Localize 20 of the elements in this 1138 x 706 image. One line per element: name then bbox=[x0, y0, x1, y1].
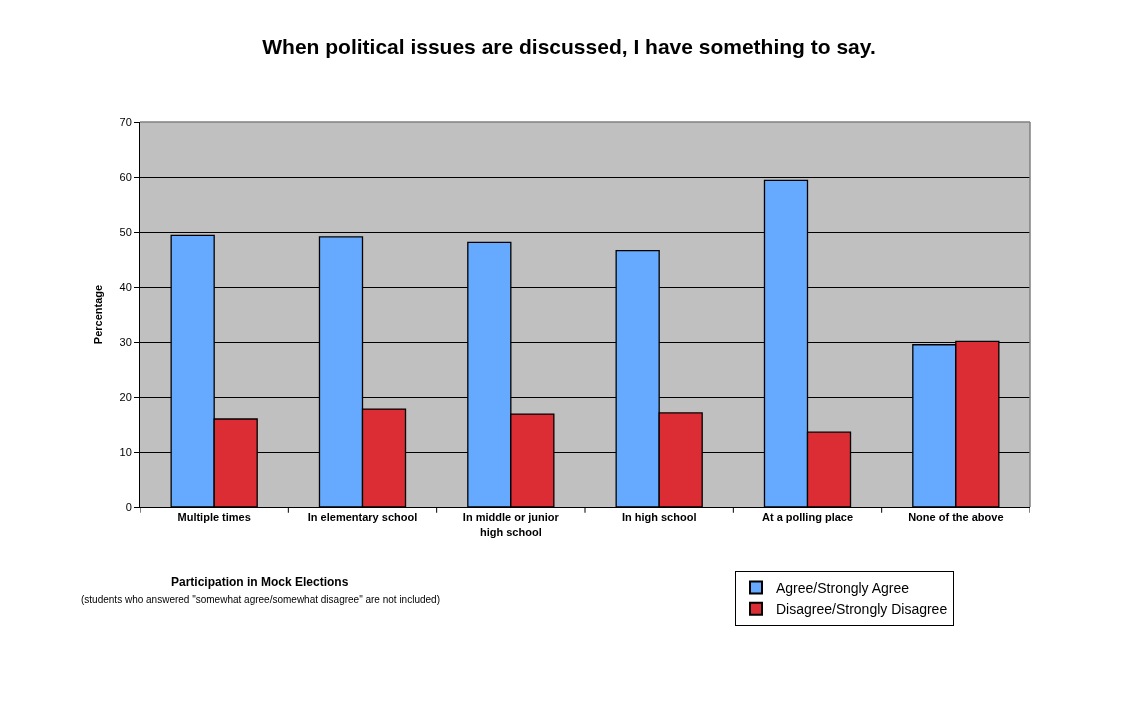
y-tick-label: 20 bbox=[119, 390, 132, 403]
y-tick-label: 70 bbox=[119, 115, 132, 128]
x-tick-label: In middle or junior high school bbox=[462, 511, 560, 538]
y-tick-label: 40 bbox=[119, 280, 132, 293]
y-tick-label: 0 bbox=[125, 500, 132, 513]
legend-label: Disagree/Strongly Disagree bbox=[776, 601, 948, 618]
y-tick-label: 60 bbox=[119, 170, 132, 183]
x-axis-title: Participation in Mock Elections bbox=[171, 575, 349, 589]
text: (students who answered "somewhat agree/somewhat disagree" are not included) bbox=[81, 594, 440, 605]
x-tick-label: In elementary school bbox=[307, 511, 418, 524]
legend-label: Agree/Strongly Agree bbox=[776, 580, 910, 597]
y-tick-label: 50 bbox=[119, 225, 132, 238]
y-tick-label: 30 bbox=[119, 335, 132, 348]
x-tick-label: Multiple times bbox=[177, 511, 251, 524]
chart-title: When political issues are discussed, I have something to say. bbox=[262, 35, 876, 59]
x-tick-label: At a polling place bbox=[761, 511, 854, 524]
y-axis-title: Percentage bbox=[92, 284, 105, 345]
x-tick-label: In high school bbox=[621, 511, 697, 524]
x-tick-label: None of the above bbox=[908, 511, 1004, 524]
y-tick-label: 10 bbox=[119, 445, 132, 458]
